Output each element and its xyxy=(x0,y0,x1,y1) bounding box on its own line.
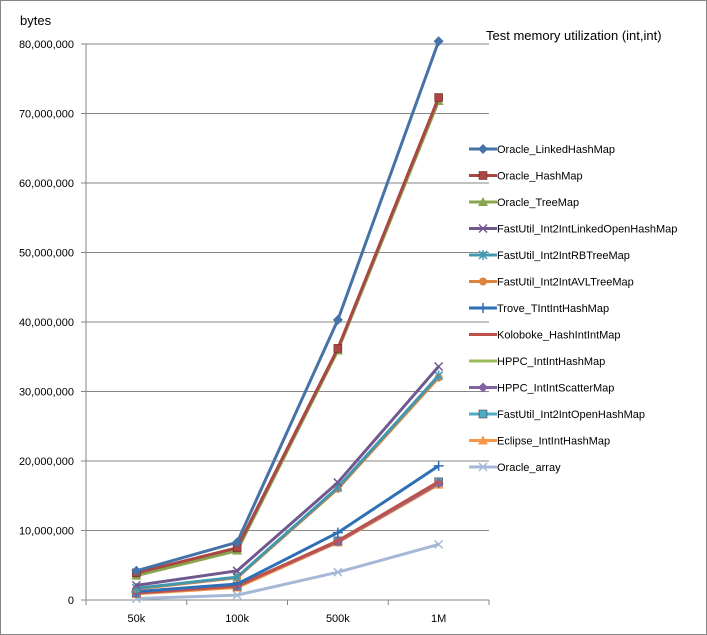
series-koloboke-hashintintmap xyxy=(132,480,443,595)
legend-entry: FastUtil_Int2IntRBTreeMap xyxy=(469,250,630,262)
series-hppc-intinthashmap xyxy=(132,480,443,595)
series-line xyxy=(136,480,440,595)
series-line xyxy=(136,480,440,595)
data-point xyxy=(332,314,343,325)
y-tick-label: 80,000,000 xyxy=(19,39,74,51)
series-line xyxy=(136,481,440,595)
y-tick-label: 10,000,000 xyxy=(19,526,74,538)
data-point xyxy=(434,361,444,372)
data-point xyxy=(333,344,343,353)
data-point xyxy=(433,460,444,471)
data-point xyxy=(232,566,242,576)
y-tick-label: 60,000,000 xyxy=(19,178,74,190)
legend-marker xyxy=(478,223,488,234)
legend-label: Oracle_TreeMap xyxy=(497,197,579,209)
series-line xyxy=(136,100,441,578)
data-point xyxy=(131,565,142,576)
data-point xyxy=(333,478,343,488)
legend-marker xyxy=(478,197,488,206)
series-line xyxy=(135,40,441,573)
y-tick-label: 50,000,000 xyxy=(19,248,74,260)
series-oracle-hashmap xyxy=(132,93,443,578)
x-tick-label: 1M xyxy=(431,613,446,625)
legend-label: FastUtil_Int2IntAVLTreeMap xyxy=(497,277,634,289)
legend-marker xyxy=(478,250,488,260)
legend-entry: FastUtil_Int2IntOpenHashMap xyxy=(469,409,645,421)
data-point xyxy=(332,527,343,538)
legend-label: FastUtil_Int2IntRBTreeMap xyxy=(497,250,630,262)
legend-label: Trove_TIntIntHashMap xyxy=(497,303,609,315)
legend-marker xyxy=(478,435,488,445)
legend-label: Eclipse_IntIntHashMap xyxy=(497,436,610,448)
y-tick-label: 0 xyxy=(68,595,74,607)
legend-entry: Eclipse_IntIntHashMap xyxy=(469,435,610,448)
legend-entry: FastUtil_Int2IntLinkedOpenHashMap xyxy=(469,224,677,236)
legend-label: FastUtil_Int2IntOpenHashMap xyxy=(497,409,645,421)
axes: 0 10,000,000 20,000,000 30,000,000 40,000,00… xyxy=(19,39,490,625)
legend-entry: HPPC_IntIntScatterMap xyxy=(469,382,614,395)
data-point xyxy=(131,580,141,590)
legend-label: HPPC_IntIntScatterMap xyxy=(497,383,614,395)
legend-label: Oracle_LinkedHashMap xyxy=(497,144,615,156)
legend-marker xyxy=(478,382,488,393)
legend: Oracle_LinkedHashMap Oracle_HashMap Oracle… xyxy=(469,144,677,474)
data-point xyxy=(434,370,444,381)
legend-marker xyxy=(478,303,488,313)
series-lines xyxy=(131,36,444,604)
x-tick-label: 100k xyxy=(225,613,249,625)
data-point xyxy=(434,539,444,549)
legend-entry: Trove_TIntIntHashMap xyxy=(469,303,609,315)
legend-marker xyxy=(478,171,488,180)
legend-label: FastUtil_Int2IntLinkedOpenHashMap xyxy=(497,224,677,236)
legend-label: Oracle_array xyxy=(497,462,561,474)
x-tick-label: 50k xyxy=(128,613,146,625)
series-oracle-linkedhashmap xyxy=(131,36,444,576)
series-oracle-array xyxy=(131,539,444,604)
legend-entry: Koloboke_HashIntIntMap xyxy=(469,330,621,342)
legend-marker xyxy=(478,144,488,154)
x-tick-label: 500k xyxy=(326,613,350,625)
series-line xyxy=(136,464,440,594)
series-line xyxy=(136,480,440,595)
legend-marker xyxy=(478,462,488,472)
series-line xyxy=(136,96,441,575)
data-point xyxy=(434,93,443,102)
y-tick-label: 20,000,000 xyxy=(19,456,74,468)
legend-entry: FastUtil_Int2IntAVLTreeMap xyxy=(469,277,634,289)
legend-entry: Oracle_TreeMap xyxy=(469,197,579,209)
gridlines xyxy=(86,43,489,531)
series-line xyxy=(136,374,440,590)
series-line xyxy=(136,542,440,601)
series-line xyxy=(136,365,440,587)
chart-title: Test memory utilization (int,int) xyxy=(486,28,662,43)
legend-marker xyxy=(479,277,487,286)
legend-entry: Oracle_HashMap xyxy=(469,171,583,183)
data-point xyxy=(333,567,343,577)
data-point xyxy=(433,36,444,47)
y-tick-label: 70,000,000 xyxy=(19,109,74,121)
data-point xyxy=(232,537,243,548)
y-tick-label: 40,000,000 xyxy=(19,317,74,329)
y-tick-label: 30,000,000 xyxy=(19,387,74,399)
legend-entry: Oracle_array xyxy=(469,462,561,474)
y-axis-title: bytes xyxy=(20,13,52,28)
series-trove-tintinthashmap xyxy=(131,460,444,597)
legend-entry: Oracle_LinkedHashMap xyxy=(469,144,615,156)
series-fastutil-int2intlinkedopenhashmap xyxy=(131,361,444,590)
data-point xyxy=(232,590,242,600)
legend-entry: HPPC_IntIntHashMap xyxy=(469,356,605,368)
legend-marker xyxy=(478,409,488,419)
legend-label: Koloboke_HashIntIntMap xyxy=(497,330,621,342)
legend-label: HPPC_IntIntHashMap xyxy=(497,356,605,368)
legend-label: Oracle_HashMap xyxy=(497,171,583,183)
